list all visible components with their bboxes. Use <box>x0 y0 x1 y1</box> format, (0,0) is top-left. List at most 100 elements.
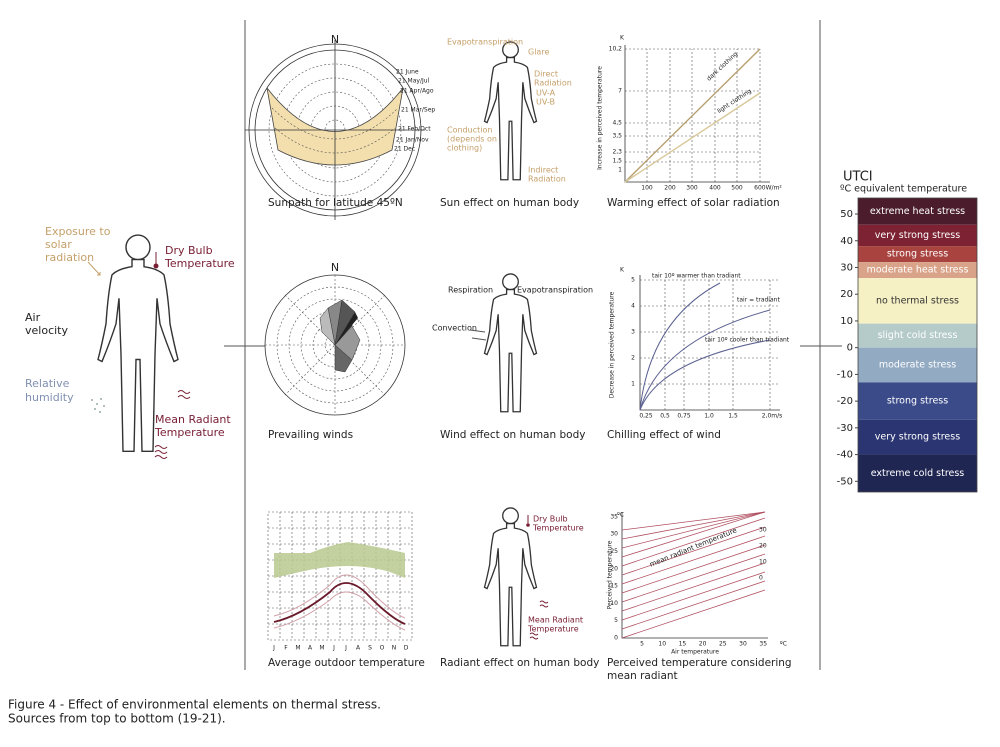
band-label: strong stress <box>887 249 948 260</box>
y-tick-labels: 10,2 7 4,5 3,5 2,3 1,5 1 <box>609 46 623 174</box>
month-label: F <box>284 645 288 652</box>
label: (depends on <box>447 135 497 144</box>
y-tick-label: -40 <box>837 450 853 461</box>
utci-scale: UTCI ºC equivalent temperature extreme h… <box>837 170 978 493</box>
caption: Sun effect on human body <box>440 197 579 209</box>
axis-title: Air temperature <box>671 649 719 656</box>
caption: Wind effect on human body <box>440 429 585 441</box>
decor-line <box>621 589 766 639</box>
label: 20 <box>759 543 767 550</box>
label: K <box>620 267 625 274</box>
stress-band <box>858 454 977 492</box>
decor-line <box>621 562 766 612</box>
month-label: S <box>368 645 372 652</box>
tick-label: 30 <box>739 641 747 648</box>
tick-label: 500 <box>731 185 743 192</box>
label: Temperature <box>527 625 579 634</box>
tick-label: 5 <box>640 641 644 648</box>
caption: Perceived temperature considering <box>607 657 792 669</box>
label: UV-B <box>536 98 555 107</box>
tick-label: 2,0m/s <box>762 413 783 420</box>
label: K <box>620 35 625 42</box>
wind-body: Respiration Evapotranspiration Convectio… <box>432 273 593 441</box>
y-tick-label: 40 <box>840 236 853 247</box>
tick-label: 2,3 <box>612 149 622 156</box>
sunpath: N 21 June 21 May/Jul 21 Apr/Ago 21 Mar/S… <box>245 33 435 220</box>
label: Mean Radiant <box>528 616 583 625</box>
x-tick-labels: 5 10 15 20 25 30 35 ºC <box>640 641 787 648</box>
decor-line <box>621 511 766 549</box>
label: 21 Feb/Oct <box>398 126 431 133</box>
sun-body: Evapotranspiration Glare Direct Radiatio… <box>440 38 579 210</box>
title: UTCI <box>843 170 873 185</box>
band-label: extreme cold stress <box>871 468 965 479</box>
label: tair 10º cooler than tradiant <box>705 337 790 344</box>
label: Temperature <box>532 524 584 533</box>
decor <box>154 390 191 459</box>
tick-label: 1,0 <box>704 413 714 420</box>
y-tick-label: 0 <box>847 343 853 354</box>
label: Indirect <box>528 166 558 175</box>
decor-line <box>621 511 766 540</box>
decor <box>153 263 159 269</box>
caption: Radiant effect on human body <box>440 657 599 669</box>
label: 21 June <box>396 69 419 76</box>
label: humidity <box>25 391 74 404</box>
label: UV-A <box>536 89 556 98</box>
month-label: M <box>319 645 324 652</box>
label: Temperature <box>164 257 235 270</box>
y-tick-label: 20 <box>840 289 853 300</box>
month-label: J <box>344 645 347 652</box>
label: 21 Mar/Sep <box>401 107 435 114</box>
label: Temperature <box>154 426 225 439</box>
decor <box>99 411 101 413</box>
decor <box>624 48 761 183</box>
month-label: J <box>332 645 335 652</box>
tick-label: 0,5 <box>660 413 670 420</box>
label: velocity <box>25 324 68 337</box>
label: Air <box>25 311 41 324</box>
tick-label: 10 <box>610 600 618 607</box>
label: N <box>331 261 339 274</box>
y-tick-labels: 1 2 3 4 5 <box>631 277 635 388</box>
decor <box>624 92 761 183</box>
decor <box>94 408 96 410</box>
decor <box>91 398 105 413</box>
label: Evapotranspiration <box>517 286 593 295</box>
label: Radiation <box>534 79 572 88</box>
axis-title: Perceived temperature <box>607 540 614 609</box>
tick-label: 600W/m² <box>754 185 782 192</box>
subtitle: ºC equivalent temperature <box>840 184 967 195</box>
tick-label: 1 <box>631 381 635 388</box>
tick-label: 300 <box>686 185 698 192</box>
label: Dry Bulb <box>165 244 213 257</box>
stress-band <box>858 347 977 383</box>
tick-label: 7 <box>618 88 622 95</box>
decor <box>91 399 93 401</box>
tick-label: 25 <box>719 641 727 648</box>
tick-label: 35 <box>610 513 618 520</box>
wind-rose: N Prevailing winds <box>264 261 406 441</box>
decor <box>273 574 406 619</box>
tick-label: 1 <box>618 167 622 174</box>
decor <box>274 542 405 578</box>
month-label: D <box>404 645 409 652</box>
tick-label: 200 <box>664 185 676 192</box>
label: Evapotranspiration <box>447 38 523 47</box>
month-label: O <box>380 645 385 652</box>
decor <box>87 261 101 276</box>
stress-band <box>858 224 977 247</box>
warming-chart: K Increase in perceived temperature dark… <box>597 35 783 210</box>
tick-label: 5 <box>614 617 618 624</box>
label: Dry Bulb <box>533 515 568 524</box>
decor <box>271 107 399 154</box>
label: radiation <box>45 251 94 264</box>
caption: mean radiant <box>607 670 678 682</box>
decor-line <box>621 535 766 585</box>
tick-label: 10,2 <box>609 46 623 53</box>
tick-label: 20 <box>610 565 618 572</box>
tick-label: 15 <box>610 583 618 590</box>
tick-label: 0,25 <box>639 413 653 420</box>
tick-label: 100 <box>641 185 653 192</box>
